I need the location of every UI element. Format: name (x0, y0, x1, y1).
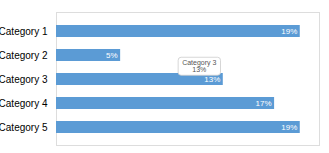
svg-text:13%: 13% (204, 75, 220, 84)
svg-text:Category 313%: Category 313% (182, 59, 216, 73)
svg-text:19%: 19% (281, 27, 297, 36)
svg-text:17%: 17% (256, 99, 272, 108)
svg-text:19%: 19% (281, 123, 297, 132)
svg-text:Category 2: Category 2 (0, 50, 48, 61)
svg-text:Category 1: Category 1 (0, 26, 48, 37)
svg-text:Category 4: Category 4 (0, 98, 48, 109)
svg-text:Category 3: Category 3 (0, 74, 48, 85)
svg-text:Category 5: Category 5 (0, 122, 48, 133)
svg-text:5%: 5% (106, 51, 118, 60)
